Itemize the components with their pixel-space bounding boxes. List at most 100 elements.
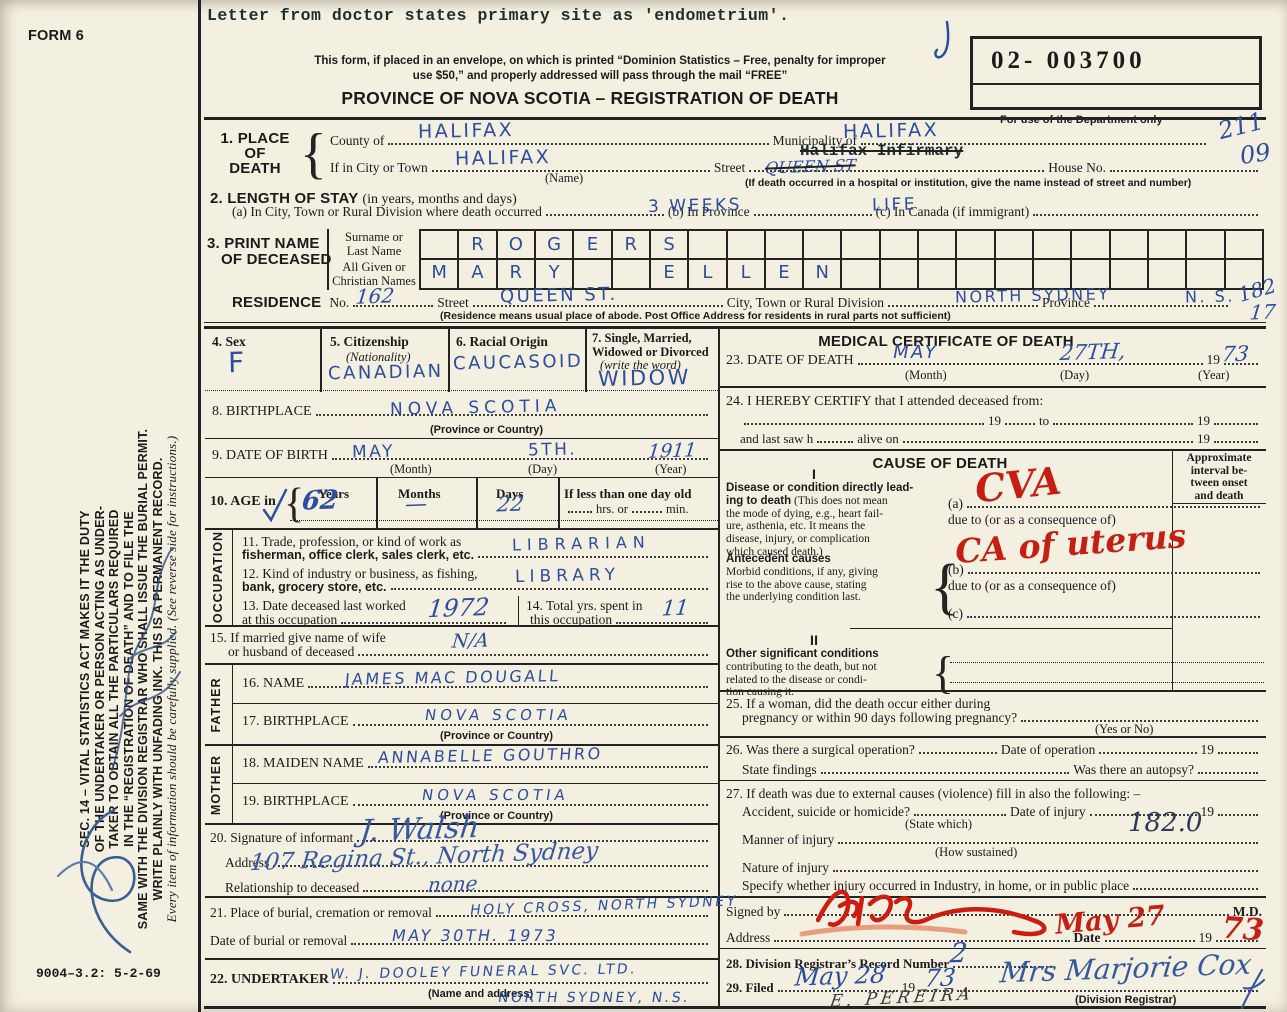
name-grid-cell: L bbox=[689, 259, 728, 288]
dotted-line bbox=[861, 141, 1206, 145]
residence-no-value: 162 bbox=[354, 283, 396, 309]
dotted-rule bbox=[950, 682, 1264, 683]
signed-by-label: Signed by bbox=[726, 904, 781, 919]
s25-row: pregnancy or within 90 days following pr… bbox=[742, 710, 1262, 726]
occ-11-line2: fisherman, office clerk, sales clerk, et… bbox=[242, 548, 475, 562]
rule bbox=[718, 386, 1266, 388]
certify-19b: 19 bbox=[1197, 413, 1210, 428]
residence-row: RESIDENCE No. Street City, Town or Rural… bbox=[232, 294, 1232, 311]
residence-province-value: N. S. bbox=[1184, 286, 1236, 307]
rule bbox=[205, 477, 718, 478]
burial-date-label: Date of burial or removal bbox=[210, 933, 348, 948]
department-box: 02- 003700 bbox=[970, 36, 1262, 110]
name-grid-cell bbox=[1149, 259, 1188, 288]
s27-row-a: Accident, suicide or homicide? Date of i… bbox=[742, 804, 1262, 820]
burial-place-label: 21. Place of burial, cremation or remova… bbox=[210, 905, 432, 920]
name-grid-cell: S bbox=[651, 231, 690, 258]
street-label: Street bbox=[713, 160, 746, 175]
dotted-line bbox=[957, 988, 1258, 992]
name-grid-cell: A bbox=[459, 259, 498, 288]
occ-11-line1: 11. Trade, profession, or kind of work a… bbox=[242, 534, 462, 549]
s26-19: 19 bbox=[1200, 742, 1215, 757]
birthplace-sublabel: (Province or Country) bbox=[430, 424, 544, 436]
age-less-label: If less than one day old bbox=[564, 486, 692, 501]
dotted-line bbox=[545, 212, 664, 216]
brace: { bbox=[300, 123, 327, 185]
county-label: County of bbox=[330, 133, 385, 148]
name-grid-cell bbox=[766, 231, 805, 258]
occ-12-line2: bank, grocery store, etc. bbox=[242, 580, 387, 594]
rule bbox=[850, 628, 1172, 629]
burial-date-row: Date of burial or removal bbox=[210, 933, 712, 949]
margin-scribble bbox=[111, 547, 181, 771]
occ-11-row: fisherman, office clerk, sales clerk, et… bbox=[242, 548, 712, 562]
city-label: If in City or Town bbox=[330, 160, 428, 175]
division-registrar-sublabel: (Division Registrar) bbox=[1075, 994, 1177, 1006]
dotted-line bbox=[472, 303, 723, 307]
age-days-value: 22 bbox=[495, 491, 525, 517]
cause-a-row: (a) bbox=[948, 496, 1264, 512]
name-grid-cell: Y bbox=[536, 259, 575, 288]
father-name-label: 16. NAME bbox=[242, 676, 305, 691]
informant-address-row: Address bbox=[225, 855, 712, 871]
name-grid-cell: R bbox=[613, 231, 651, 258]
s27-19: 19 bbox=[1200, 804, 1215, 819]
birthplace-value: NOVA SCOTIA bbox=[389, 396, 562, 420]
cause-part2-desc: Other significant conditions contributin… bbox=[726, 648, 936, 699]
s29-label: 29. Filed bbox=[726, 980, 774, 995]
occ-13-line2: at this occupation bbox=[242, 612, 338, 627]
sig-19: 19 bbox=[1198, 930, 1213, 945]
registrar-flourish bbox=[1240, 968, 1266, 1010]
dotted-line bbox=[390, 586, 708, 590]
cause2-line: contributing to the death, but not bbox=[726, 660, 877, 673]
dotted-line bbox=[363, 888, 708, 892]
citizenship-label-main: 5. Citizenship bbox=[330, 334, 409, 349]
how-sustained-sublabel: (How sustained) bbox=[935, 845, 1018, 859]
name-grid-cell: R bbox=[459, 231, 498, 258]
dotted-line bbox=[357, 838, 708, 842]
antecedent-title: Antecedent causes bbox=[726, 553, 831, 565]
cause-due-b: due to (or as a consequence of) bbox=[948, 578, 1116, 593]
signed-address-label: Address bbox=[726, 930, 771, 945]
residence-street-value: QUEEN ST. bbox=[499, 283, 619, 308]
divider bbox=[376, 478, 378, 528]
undertaker-row: 22. UNDERTAKER bbox=[210, 972, 712, 988]
occ-14-line1: 14. Total yrs. spent in bbox=[526, 598, 643, 613]
name-grid-cell bbox=[919, 259, 958, 288]
dotted-line bbox=[331, 456, 708, 460]
rule bbox=[204, 322, 1266, 323]
name-grid-cell bbox=[842, 259, 881, 288]
date-of-death-row: 23. DATE OF DEATH 19 bbox=[726, 352, 1262, 369]
dotted-line bbox=[431, 168, 710, 172]
signed-address-row: Address Date 19 bbox=[726, 930, 1262, 946]
birthplace-label: 8. BIRTHPLACE bbox=[212, 404, 312, 419]
name-grid-cell: M bbox=[421, 259, 460, 288]
rule bbox=[205, 663, 718, 665]
dotted-line bbox=[817, 439, 854, 443]
s26-operation-label: 26. Was there a surgical operation? bbox=[726, 742, 915, 757]
physician-signature bbox=[799, 889, 1047, 937]
name-grid-cell bbox=[1034, 231, 1073, 258]
name-grid-cell: N bbox=[804, 259, 843, 288]
marital-sublabel: (write the word) bbox=[600, 358, 681, 372]
s3-label-line: OF DECEASED bbox=[221, 251, 332, 268]
s1-label-line: DEATH bbox=[229, 160, 281, 177]
name-grid-cell bbox=[689, 231, 728, 258]
industry-value: LIBRARY bbox=[514, 564, 621, 588]
dob-month-value: MAY bbox=[351, 441, 396, 463]
rule bbox=[205, 528, 718, 530]
sex-label: 4. Sex bbox=[212, 334, 246, 349]
dotted-line bbox=[1094, 303, 1228, 307]
informant-relationship-row: Relationship to deceased bbox=[225, 880, 712, 896]
certify-19a: 19 bbox=[988, 413, 1001, 428]
name-grid-cell: G bbox=[536, 231, 575, 258]
s29-row: 29. Filed 19 bbox=[726, 980, 1262, 996]
rule bbox=[204, 117, 1266, 120]
dotted-line bbox=[1110, 168, 1258, 172]
citizenship-label: 5. Citizenship (Nationality) bbox=[330, 334, 411, 365]
marital-label-line: Widowed or Divorced bbox=[592, 344, 709, 359]
dotted-line bbox=[1104, 938, 1195, 942]
age-label: 10. AGE in bbox=[210, 494, 276, 509]
surname-sublabel-line: Last Name bbox=[346, 243, 402, 258]
